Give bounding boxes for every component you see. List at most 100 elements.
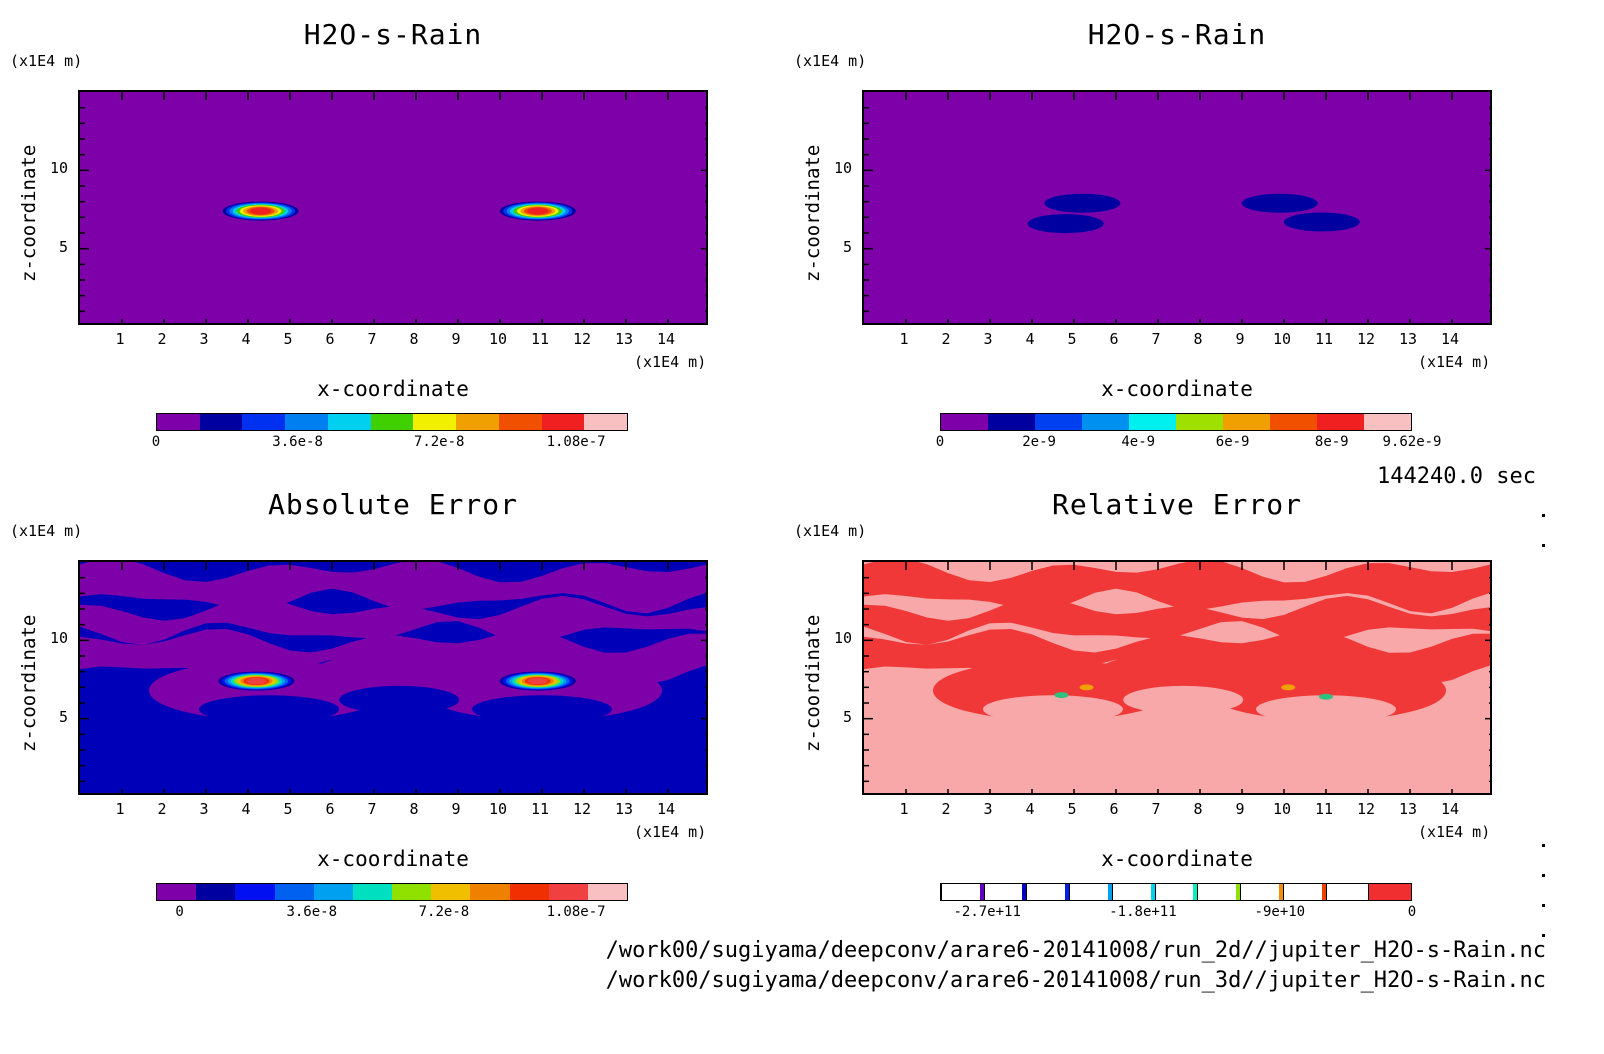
colorbar-tick-label: 3.6e-8 <box>272 434 323 450</box>
colorbar-segment <box>1223 414 1270 430</box>
x-unit-label: (x1E4 m) <box>1418 823 1491 841</box>
chart-title: Absolute Error <box>267 488 518 521</box>
chart-title: H2O-s-Rain <box>1087 18 1267 51</box>
x-axis-label: x-coordinate <box>317 377 469 401</box>
x-tick-label: 3 <box>983 800 993 818</box>
colorbar-segment <box>1069 884 1112 900</box>
colorbar-segment <box>413 414 457 430</box>
colorbar-tick-label: 6e-9 <box>1215 434 1250 450</box>
error-lobe-inner <box>1256 695 1396 724</box>
margin-dot <box>1542 934 1545 937</box>
margin-dot <box>1542 544 1545 547</box>
heatmap-plot <box>78 90 708 325</box>
colorbar-segment <box>1270 414 1317 430</box>
colorbar-segment <box>470 884 510 900</box>
x-tick-label: 14 <box>656 330 676 348</box>
x-tick-label: 5 <box>283 800 293 818</box>
colorbar-tick-label: -1.8e+11 <box>1109 904 1177 920</box>
x-tick-label: 4 <box>241 330 251 348</box>
error-spot <box>1054 692 1069 699</box>
colorbar-segment <box>941 884 984 900</box>
x-tick-label: 14 <box>656 800 676 818</box>
colorbar-separator <box>1150 884 1155 900</box>
margin-dot <box>1542 844 1545 847</box>
colorbar-segment <box>587 884 628 900</box>
colorbar-segment <box>988 414 1035 430</box>
x-unit-label: (x1E4 m) <box>634 823 707 841</box>
y-tick-label: 5 <box>842 707 852 726</box>
x-tick-label: 11 <box>1314 330 1334 348</box>
error-spot <box>1079 684 1094 691</box>
x-tick-label: 10 <box>1272 800 1292 818</box>
colorbar-tick-label: 0 <box>1407 904 1417 920</box>
x-tick-label: 14 <box>1440 330 1460 348</box>
colorbar-separator <box>1107 884 1112 900</box>
x-tick-label: 9 <box>1235 330 1245 348</box>
heatmap-plot <box>862 90 1492 325</box>
x-tick-label: 4 <box>1025 330 1035 348</box>
x-tick-label: 4 <box>1025 800 1035 818</box>
x-tick-label: 10 <box>1272 330 1292 348</box>
footer-path-3d: /work00/sugiyama/deepconv/arare6-2014100… <box>605 968 1546 993</box>
x-tick-label: 12 <box>572 800 592 818</box>
x-tick-label: 14 <box>1440 800 1460 818</box>
x-tick-label: 3 <box>199 330 209 348</box>
margin-dot <box>1542 874 1545 877</box>
colorbar-tick-label: 0 <box>935 434 945 450</box>
colorbar-tick-label: 8e-9 <box>1314 434 1349 450</box>
colorbar-segment <box>1176 414 1223 430</box>
x-tick-label: 2 <box>157 800 167 818</box>
x-tick-label: 6 <box>325 330 335 348</box>
x-tick-label: 1 <box>899 330 909 348</box>
x-tick-label: 12 <box>1356 800 1376 818</box>
y-tick-label: 10 <box>833 159 852 178</box>
colorbar-segment <box>1026 884 1070 900</box>
y-tick-label: 10 <box>833 629 852 648</box>
error-lobe-inner <box>983 695 1123 724</box>
colorbar-tick-label: 3.6e-8 <box>286 904 338 920</box>
heatmap-svg <box>80 92 706 323</box>
heatmap-plot <box>78 560 708 795</box>
colorbar-segment <box>498 414 542 430</box>
data-blob <box>1283 212 1360 232</box>
colorbar-separator <box>1321 884 1326 900</box>
colorbar-segment <box>274 884 314 900</box>
colorbar-tick-label: 7.2e-8 <box>418 904 470 920</box>
colorbar-segment <box>285 414 328 430</box>
colorbar-segment <box>584 414 628 430</box>
colorbar-segment <box>392 884 432 900</box>
error-lobe-inner <box>1123 685 1244 714</box>
time-label: 144240.0 sec <box>1377 464 1536 489</box>
error-spot <box>1281 684 1296 691</box>
x-tick-label: 1 <box>899 800 909 818</box>
data-blob <box>249 678 264 684</box>
colorbar-tick-label: 4e-9 <box>1121 434 1156 450</box>
colorbar-segment <box>1364 414 1411 430</box>
x-tick-label: 12 <box>1356 330 1376 348</box>
x-tick-label: 11 <box>530 800 550 818</box>
colorbar-tick-label: -2.7e+11 <box>953 904 1021 920</box>
margin-dot <box>1542 514 1545 517</box>
colorbar-segment <box>456 414 499 430</box>
error-band <box>80 595 706 645</box>
x-tick-label: 8 <box>1193 800 1203 818</box>
x-tick-label: 4 <box>241 800 251 818</box>
colorbar <box>940 413 1412 431</box>
x-tick-label: 1 <box>115 800 125 818</box>
colorbar-segment <box>509 884 549 900</box>
x-tick-label: 5 <box>1067 800 1077 818</box>
data-blob <box>1241 193 1318 213</box>
colorbar-segment <box>370 414 414 430</box>
colorbar-segment <box>1035 414 1082 430</box>
x-tick-label: 7 <box>367 800 377 818</box>
x-tick-label: 6 <box>1109 800 1119 818</box>
colorbar-tick-label: 0 <box>151 434 161 450</box>
x-axis-label: x-coordinate <box>1101 377 1253 401</box>
colorbar-segment <box>1197 884 1241 900</box>
x-axis-label: x-coordinate <box>317 847 469 871</box>
y-unit-label: (x1E4 m) <box>10 522 83 540</box>
colorbar-segment <box>196 884 236 900</box>
data-blob <box>1027 214 1104 234</box>
colorbar-segment <box>941 414 988 430</box>
data-blob <box>531 678 545 684</box>
